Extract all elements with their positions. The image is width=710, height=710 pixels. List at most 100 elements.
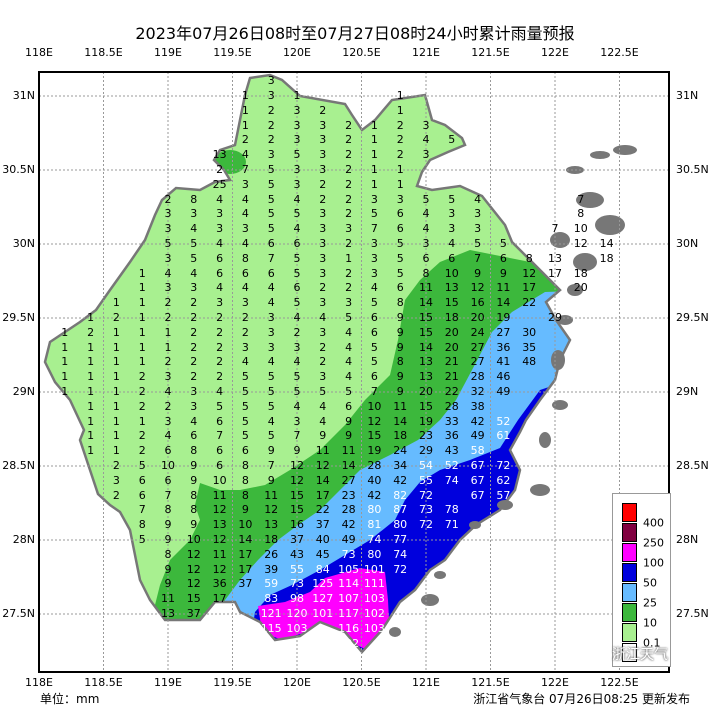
watermark-logo: 浙江天气: [612, 647, 668, 663]
rain-value: 2: [216, 355, 224, 369]
rain-value: 3: [241, 296, 249, 310]
rain-value: 6: [216, 444, 224, 458]
rain-value: 3: [319, 163, 327, 176]
rain-value: 3: [319, 370, 327, 384]
rain-value: 3: [190, 399, 198, 413]
rain-value: 5: [267, 385, 275, 398]
rain-value: 22: [522, 296, 537, 310]
lat-tick-label-right: 31N: [676, 89, 699, 102]
rain-value: 5: [267, 429, 275, 443]
rain-value: 4: [448, 237, 456, 250]
lon-tick-label-bottom: 119E: [154, 676, 182, 689]
rain-value: 52: [496, 414, 511, 428]
rain-value: 13: [161, 607, 175, 620]
rain-value: 67: [470, 473, 485, 487]
rain-value: 1: [138, 311, 146, 324]
legend-label: 100: [643, 556, 664, 570]
rain-value: 1: [87, 385, 95, 398]
rain-value: 1: [370, 148, 378, 162]
rain-value: 40: [367, 473, 382, 487]
rain-value: 3: [267, 340, 275, 354]
rain-value: 4: [241, 207, 249, 221]
rain-value: 3: [293, 163, 301, 176]
rain-value: 3: [319, 266, 327, 280]
rain-value: 36: [212, 577, 227, 591]
rain-value: 2: [396, 148, 404, 162]
rain-value: 5: [190, 237, 198, 250]
rain-value: 27: [470, 340, 485, 354]
rain-value: 4: [164, 429, 172, 443]
rain-value: 2: [345, 192, 353, 206]
rain-value: 74: [444, 473, 459, 487]
rain-value: 4: [293, 311, 301, 324]
rain-value: 3: [370, 251, 378, 265]
rain-value: 1: [370, 163, 378, 176]
lat-tick-label-right: 29.5N: [676, 311, 709, 324]
rain-value: 3: [293, 133, 301, 147]
rain-value: 2: [319, 177, 327, 191]
rain-value: 2: [138, 370, 146, 384]
rain-value: 8: [164, 547, 172, 561]
legend-swatch: [622, 623, 637, 642]
rain-value: 7: [577, 192, 585, 206]
rain-value: 6: [190, 429, 198, 443]
rain-value: 2: [319, 340, 327, 354]
rain-value: 2: [138, 444, 146, 458]
rain-value: 1: [87, 429, 95, 443]
rain-value: 6: [216, 459, 224, 472]
rain-value: 18: [444, 311, 459, 324]
rain-value: 5: [293, 266, 301, 280]
rain-value: 14: [496, 296, 511, 310]
rain-value: 9: [396, 325, 404, 339]
rain-value: 5: [396, 266, 404, 280]
issuer-label: 浙江省气象台 07月26日08:25 更新发布: [473, 692, 690, 706]
rain-value: 3: [422, 237, 430, 250]
rain-value: 3: [345, 296, 353, 310]
rain-value: 4: [422, 222, 430, 236]
rain-value: 22: [315, 503, 330, 517]
rain-value: 9: [345, 429, 353, 443]
rain-value: 12: [367, 414, 382, 428]
rain-value: 5: [293, 251, 301, 265]
rain-value: 9: [396, 370, 404, 384]
rain-value: 42: [341, 518, 356, 532]
rain-value: 3: [216, 296, 224, 310]
rain-value: 36: [444, 429, 459, 443]
rain-value: 5: [370, 296, 378, 310]
rain-value: 15: [419, 311, 433, 324]
rain-value: 35: [522, 340, 537, 354]
rain-value: 27: [341, 473, 356, 487]
lat-tick-label-left: 29.5N: [2, 311, 35, 324]
rain-value: 2: [396, 118, 404, 132]
rain-value: 12: [212, 533, 227, 546]
rain-value: 2: [112, 311, 120, 324]
map-title: 2023年07月26日08时至07月27日08时24小时累计雨量预报: [135, 24, 575, 43]
rain-value: 111: [363, 577, 385, 591]
legend-label: 10: [643, 616, 657, 630]
rain-value: 7: [164, 488, 172, 502]
legend-swatch: [622, 563, 637, 582]
rain-value: 4: [241, 237, 249, 250]
rain-value: 27: [496, 325, 511, 339]
rain-value: 1: [164, 325, 172, 339]
lon-tick-label-top: 121E: [412, 46, 440, 59]
rain-value: 3: [164, 370, 172, 384]
rain-value: 9: [190, 473, 198, 487]
rain-value: 4: [319, 399, 327, 413]
rain-value: 5: [396, 251, 404, 265]
rain-value: 5: [267, 370, 275, 384]
rain-value: 9: [164, 577, 172, 591]
rain-value: 3: [190, 281, 198, 295]
rain-value: 41: [496, 355, 511, 369]
lon-tick-label-bottom: 122E: [541, 676, 569, 689]
rain-value: 3: [216, 222, 224, 236]
rain-value: 10: [238, 518, 253, 532]
rain-value: 5: [241, 370, 249, 384]
legend-label: 0.1: [643, 636, 661, 650]
rain-value: 8: [138, 518, 146, 532]
rain-value: 5: [293, 370, 301, 384]
rain-value: 9: [396, 311, 404, 324]
rain-value: 73: [290, 577, 304, 591]
rain-value: 3: [267, 311, 275, 324]
lon-tick-label-bottom: 120.5E: [342, 676, 381, 689]
